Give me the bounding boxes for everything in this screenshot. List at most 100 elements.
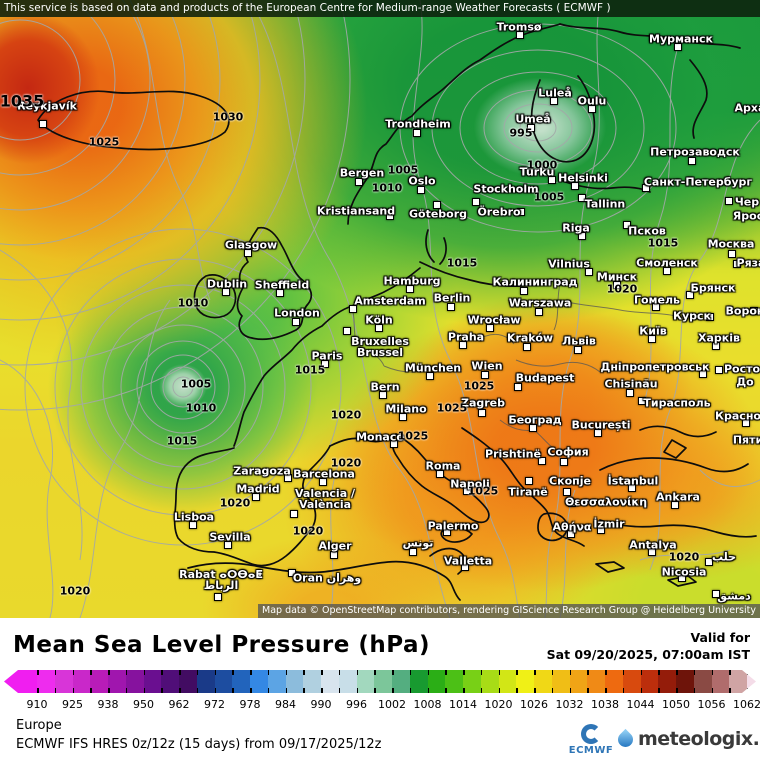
colorbar-tick xyxy=(641,670,643,675)
ecmwf-logo: ECMWF xyxy=(567,724,615,756)
city-marker xyxy=(330,551,338,559)
city-marker xyxy=(725,197,733,205)
colorbar-tick xyxy=(73,688,75,693)
city-label: Росто xyxy=(723,362,760,376)
colorbar-tick xyxy=(303,688,305,693)
city-marker xyxy=(538,457,546,465)
colorbar-tick-label: 925 xyxy=(62,698,83,711)
city-marker xyxy=(523,343,531,351)
colorbar-tick xyxy=(144,688,146,693)
city-label: Luleå xyxy=(538,86,572,100)
city-label: Брянск xyxy=(690,281,736,295)
contour-label: 1020 xyxy=(330,408,362,422)
colorbar-tick xyxy=(623,670,625,675)
city-marker xyxy=(568,499,576,507)
city-marker xyxy=(463,487,471,495)
contour-label: 1010 xyxy=(371,181,403,195)
colorbar-segment xyxy=(339,670,357,693)
city-label: Valletta xyxy=(443,554,493,568)
colorbar-tick xyxy=(463,670,465,675)
contour-label: 1030 xyxy=(212,110,244,124)
colorbar-tick xyxy=(534,688,536,693)
colorbar-segment xyxy=(641,670,659,693)
colorbar-tick-label: 1026 xyxy=(520,698,548,711)
colorbar-tick xyxy=(445,688,447,693)
city-label: Тирасполь xyxy=(643,396,711,410)
city-label: Prishtinë xyxy=(485,447,541,461)
city-label: Reykjavík xyxy=(17,99,77,113)
city-marker xyxy=(189,521,197,529)
colorbar-segment xyxy=(286,670,304,693)
colorbar-tick xyxy=(445,670,447,675)
city-marker xyxy=(628,484,636,492)
valid-for-label: Valid for xyxy=(690,630,751,645)
contour-label: 1025 xyxy=(397,429,429,443)
city-marker xyxy=(284,474,292,482)
colorbar-tick-label: 990 xyxy=(310,698,332,711)
city-label: Bern xyxy=(370,380,400,394)
city-marker xyxy=(276,289,284,297)
colorbar-segment xyxy=(144,670,162,693)
city-marker xyxy=(379,391,387,399)
colorbar-tick xyxy=(516,688,518,693)
city-marker xyxy=(548,176,556,184)
city-label: Roma xyxy=(425,459,461,473)
city-label: Смоленск xyxy=(636,256,698,270)
contour-label: 1015 xyxy=(446,256,478,270)
colorbar-tick-label: 972 xyxy=(204,698,225,711)
city-marker xyxy=(578,232,586,240)
colorbar-tick xyxy=(623,688,625,693)
city-label: Скопје xyxy=(549,474,591,488)
map-canvas[interactable]: Reykjavík Tromsø Мурманск Trondheim Umeå Lule… xyxy=(0,0,760,618)
colorbar-segment xyxy=(126,670,144,693)
colorbar-segment xyxy=(215,670,233,693)
city-marker xyxy=(623,221,631,229)
pressure-colorbar xyxy=(4,670,756,693)
contour-label: 995 xyxy=(509,126,533,140)
city-marker xyxy=(597,526,605,534)
legend-panel: Mean Sea Level Pressure (hPa) Valid for … xyxy=(0,618,760,760)
colorbar-tick-labels: 910 925 938 950 962 972 978 984 990 996 1002 1008 10… xyxy=(0,698,760,712)
map-attribution: Map data © OpenStreetMap contributors, r… xyxy=(258,604,760,618)
colorbar-tick xyxy=(729,670,731,675)
colorbar-tick xyxy=(161,688,163,693)
colorbar-segment xyxy=(481,670,499,693)
colorbar-tick xyxy=(197,670,199,675)
city-marker xyxy=(443,528,451,536)
colorbar-segment xyxy=(374,670,392,693)
colorbar-tick xyxy=(552,688,554,693)
colorbar-tick xyxy=(712,688,714,693)
city-marker xyxy=(648,335,656,343)
city-label: Дніпропетровськ xyxy=(600,360,710,374)
city-marker xyxy=(648,548,656,556)
city-label: Oslo xyxy=(408,174,436,188)
city-marker xyxy=(588,105,596,113)
city-marker xyxy=(290,510,298,518)
city-marker xyxy=(409,548,417,556)
meteologix-logo[interactable]: meteologix.com xyxy=(614,728,760,750)
city-marker xyxy=(563,488,571,496)
colorbar-tick xyxy=(286,670,288,675)
colorbar-segment xyxy=(570,670,588,693)
colorbar-segment xyxy=(268,670,286,693)
city-label: Москва xyxy=(707,237,755,251)
colorbar-tick xyxy=(108,688,110,693)
city-marker xyxy=(525,477,533,485)
city-label: Tallinn xyxy=(584,197,626,211)
city-label: Alger xyxy=(318,539,352,553)
colorbar-tick xyxy=(712,670,714,675)
colorbar-segment xyxy=(73,670,91,693)
city-label: München xyxy=(404,361,462,375)
colorbar-segment xyxy=(729,670,747,693)
city-label: İstanbul xyxy=(607,474,659,488)
city-label: Гомель xyxy=(633,293,681,307)
city-marker xyxy=(688,157,696,165)
colorbar-tick-label: 938 xyxy=(97,698,119,711)
colorbar-segment xyxy=(108,670,126,693)
colorbar-tick xyxy=(410,688,412,693)
city-marker xyxy=(705,558,713,566)
colorbar-tick xyxy=(90,688,92,693)
colorbar-segment xyxy=(161,670,179,693)
city-label: Sevilla xyxy=(209,530,251,544)
city-label: Bruxelles Brussel xyxy=(351,335,409,359)
